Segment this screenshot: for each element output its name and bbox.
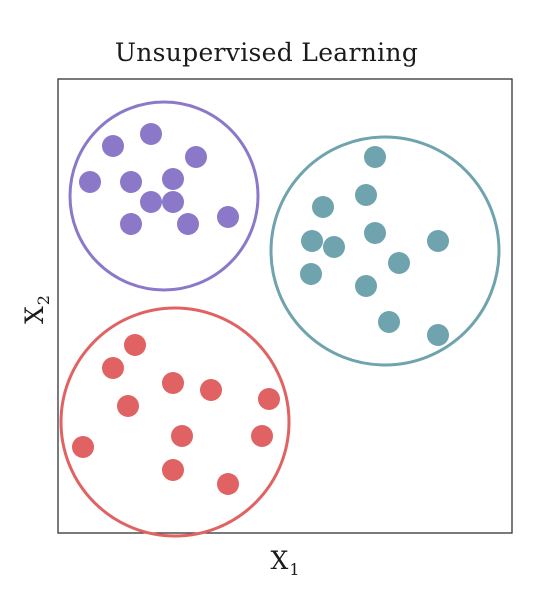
data-point-red-1 xyxy=(124,334,146,356)
plot-frame xyxy=(57,78,513,534)
cluster-red xyxy=(59,306,291,538)
data-point-purple-5 xyxy=(120,171,142,193)
data-point-purple-6 xyxy=(162,168,184,190)
data-point-purple-11 xyxy=(217,206,239,228)
data-point-teal-2 xyxy=(355,184,377,206)
data-point-purple-8 xyxy=(162,191,184,213)
data-point-teal-1 xyxy=(364,146,386,168)
data-point-purple-4 xyxy=(79,171,101,193)
cluster-teal xyxy=(269,135,501,367)
data-point-purple-1 xyxy=(102,135,124,157)
data-point-purple-9 xyxy=(120,213,142,235)
data-point-purple-10 xyxy=(177,213,199,235)
data-point-red-5 xyxy=(258,388,280,410)
cluster-boundary-teal xyxy=(269,135,501,367)
cluster-boundary-purple xyxy=(68,100,260,292)
data-point-teal-10 xyxy=(355,275,377,297)
y-axis-label-main: X xyxy=(20,306,49,324)
data-point-red-2 xyxy=(102,357,124,379)
data-point-purple-7 xyxy=(140,191,162,213)
cluster-boundary-red xyxy=(59,306,291,538)
clusters-layer xyxy=(59,100,501,538)
data-point-teal-3 xyxy=(312,196,334,218)
data-point-purple-2 xyxy=(140,123,162,145)
y-axis-label-subscript: 2 xyxy=(34,295,53,306)
data-point-red-8 xyxy=(251,425,273,447)
x-axis-label-main: X xyxy=(270,546,289,575)
data-point-teal-4 xyxy=(301,230,323,252)
data-point-red-3 xyxy=(162,372,184,394)
data-point-red-6 xyxy=(117,395,139,417)
data-point-red-7 xyxy=(171,425,193,447)
x-axis-label: X1 xyxy=(0,546,533,579)
data-point-teal-12 xyxy=(427,324,449,346)
data-point-teal-8 xyxy=(388,252,410,274)
data-point-red-11 xyxy=(217,473,239,495)
data-point-red-9 xyxy=(72,436,94,458)
data-point-teal-9 xyxy=(300,263,322,285)
chart-title: Unsupervised Learning xyxy=(114,38,419,67)
x-axis-label-subscript: 1 xyxy=(289,560,300,579)
y-axis-label: X2 xyxy=(20,284,53,324)
data-point-red-4 xyxy=(200,379,222,401)
cluster-purple xyxy=(68,100,260,292)
data-point-teal-7 xyxy=(427,230,449,252)
data-point-teal-6 xyxy=(364,222,386,244)
data-point-teal-11 xyxy=(378,311,400,333)
data-point-teal-5 xyxy=(323,236,345,258)
data-point-red-10 xyxy=(162,459,184,481)
data-point-purple-3 xyxy=(185,146,207,168)
